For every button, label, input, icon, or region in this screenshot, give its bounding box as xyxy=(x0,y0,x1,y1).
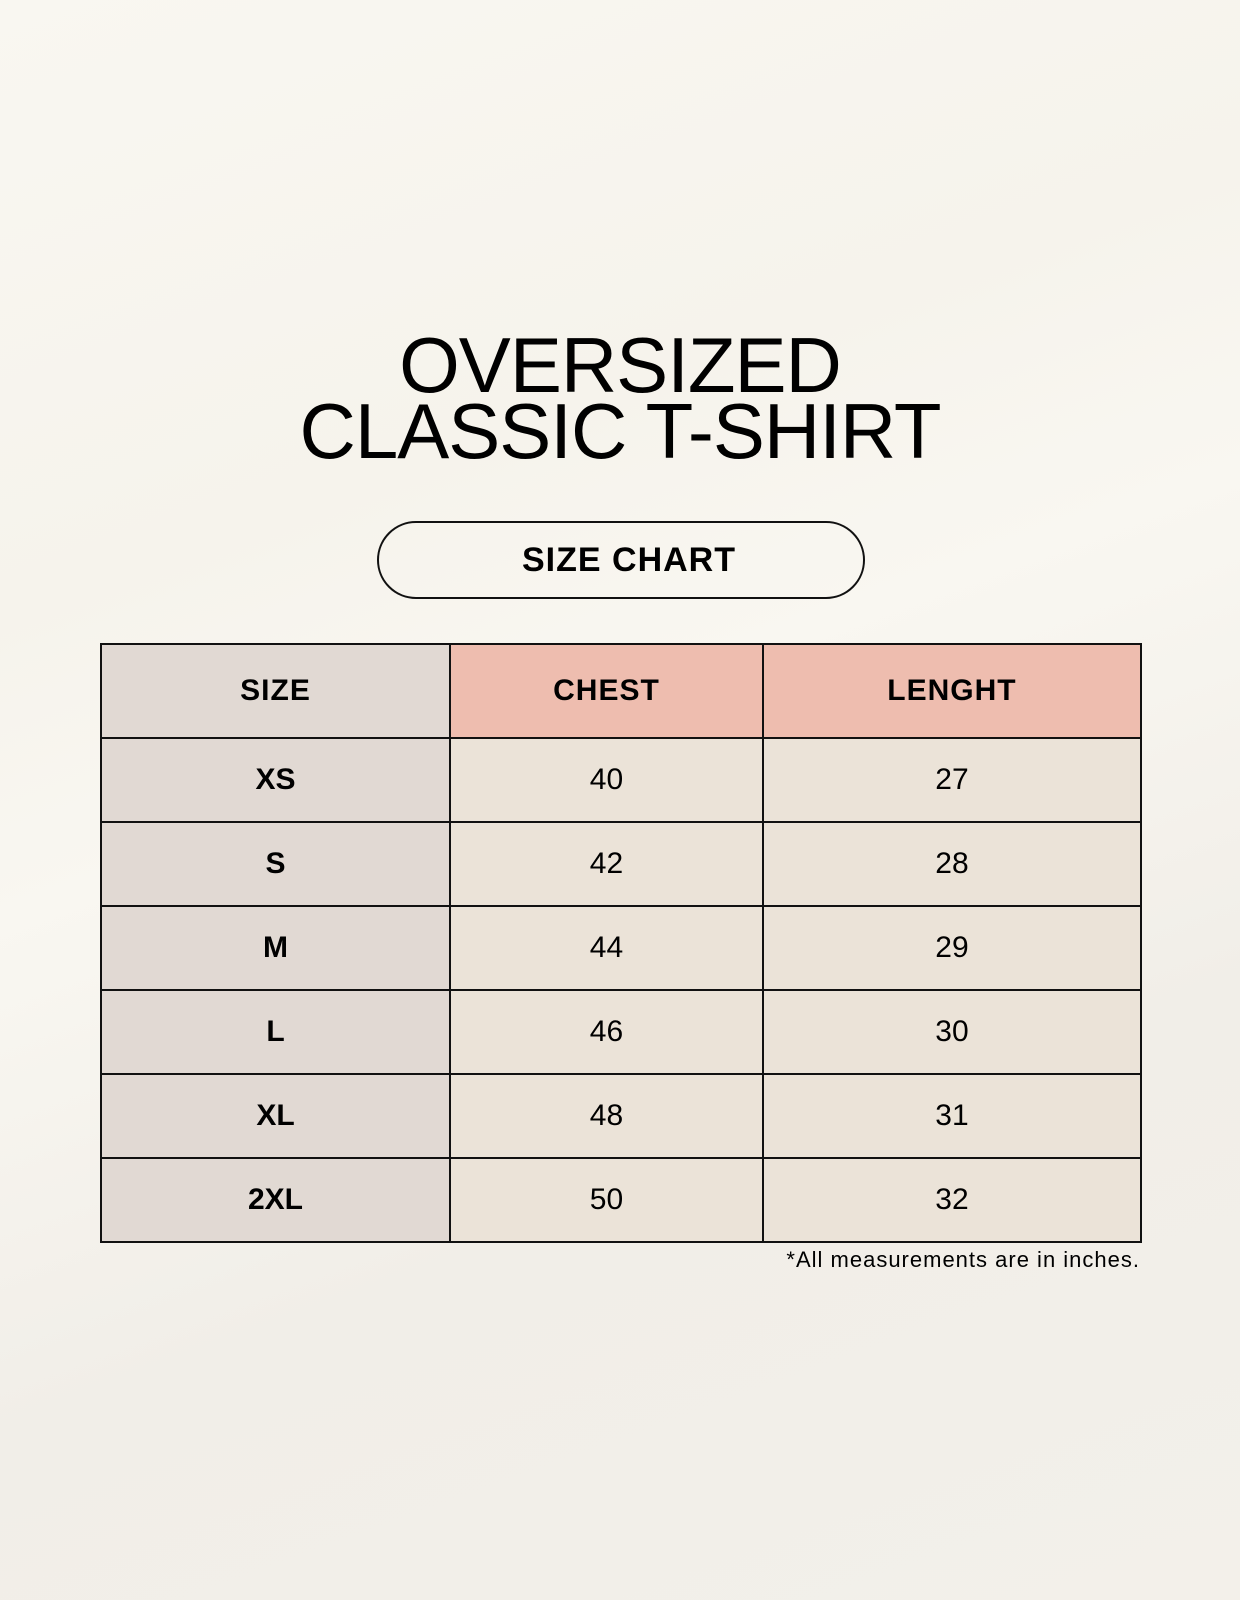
cell-length: 31 xyxy=(761,1073,1143,1159)
table-row: XS 40 27 xyxy=(100,737,1143,823)
header-length: LENGHT xyxy=(761,643,1143,739)
title-line-2: CLASSIC T-SHIRT xyxy=(299,387,942,475)
table-row: 2XL 50 32 xyxy=(100,1157,1143,1243)
cell-length: 28 xyxy=(761,821,1143,907)
cell-size: S xyxy=(100,821,451,907)
table-row: M 44 29 xyxy=(100,905,1143,991)
size-chart-badge: SIZE CHART xyxy=(377,521,865,599)
footnote: *All measurements are in inches. xyxy=(786,1247,1140,1272)
page-title: OVERSIZED CLASSIC T-SHIRT xyxy=(0,321,1240,475)
header-size: SIZE xyxy=(100,643,451,739)
cell-length: 32 xyxy=(761,1157,1143,1243)
cell-size: XS xyxy=(100,737,451,823)
cell-length: 27 xyxy=(761,737,1143,823)
cell-chest: 48 xyxy=(449,1073,764,1159)
header-chest: CHEST xyxy=(449,643,764,739)
cell-size: L xyxy=(100,989,451,1075)
cell-chest: 46 xyxy=(449,989,764,1075)
cell-size: M xyxy=(100,905,451,991)
table-row: XL 48 31 xyxy=(100,1073,1143,1159)
cell-size: XL xyxy=(100,1073,451,1159)
cell-chest: 44 xyxy=(449,905,764,991)
cell-length: 30 xyxy=(761,989,1143,1075)
table-row: L 46 30 xyxy=(100,989,1143,1075)
cell-size: 2XL xyxy=(100,1157,451,1243)
table-header-row: SIZE CHEST LENGHT xyxy=(100,643,1143,739)
size-table: SIZE CHEST LENGHT XS 40 27 S 42 28 M 44 29 L 46 30 X… xyxy=(100,643,1143,1243)
cell-chest: 42 xyxy=(449,821,764,907)
cell-chest: 40 xyxy=(449,737,764,823)
title-line-1: OVERSIZED xyxy=(399,321,842,409)
cell-length: 29 xyxy=(761,905,1143,991)
cell-chest: 50 xyxy=(449,1157,764,1243)
table-row: S 42 28 xyxy=(100,821,1143,907)
